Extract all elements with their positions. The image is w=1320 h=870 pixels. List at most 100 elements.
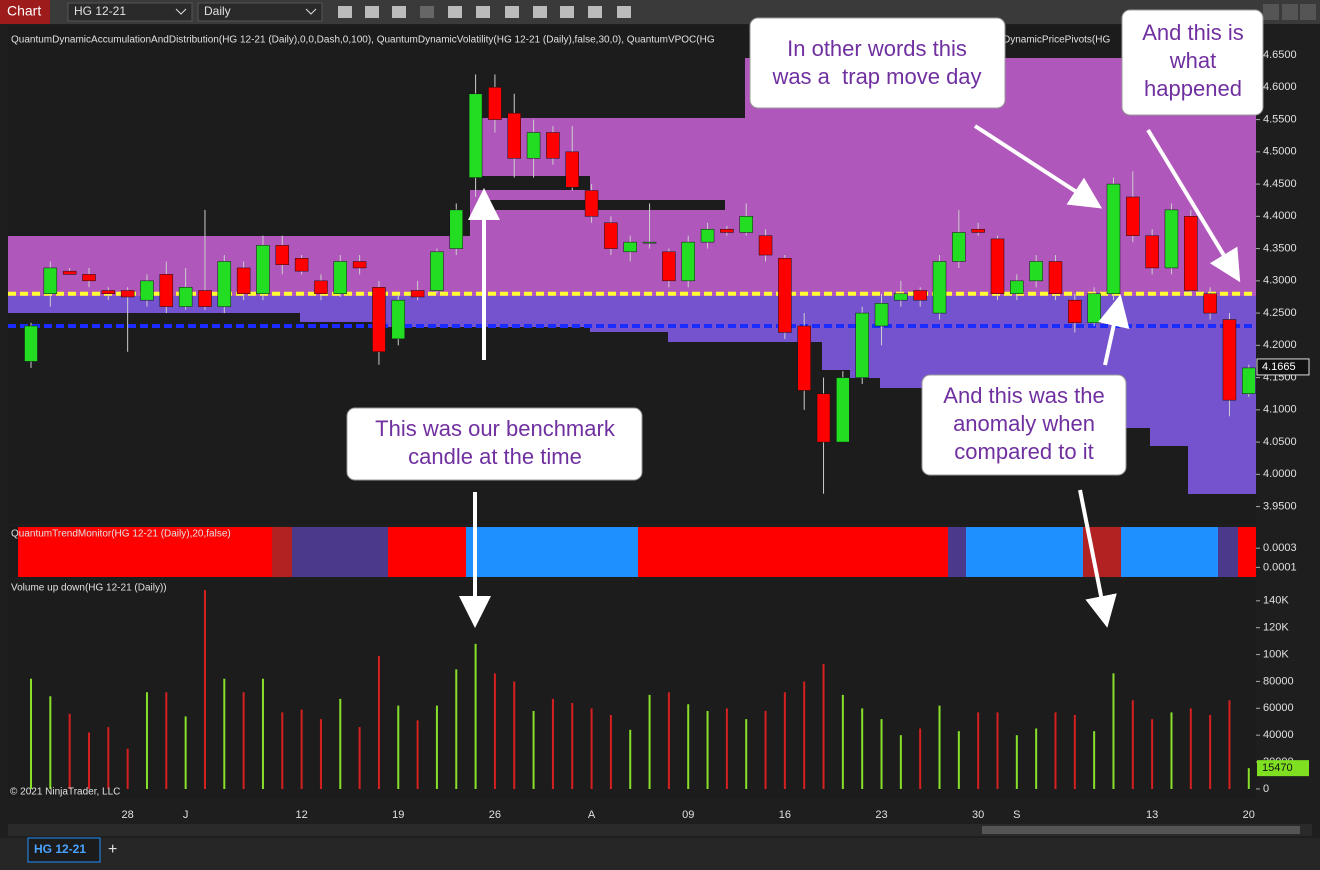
y-tick-label: 120K — [1263, 622, 1289, 634]
candle-body — [24, 325, 38, 362]
x-tick-label: 28 — [122, 809, 134, 821]
candle-body — [468, 93, 483, 178]
profile-lower — [8, 296, 1256, 494]
candle-body — [604, 222, 618, 249]
last-volume-box — [1257, 760, 1309, 777]
y-tick-label: 140K — [1263, 595, 1289, 607]
tab-bar — [0, 838, 1320, 870]
candle-body — [314, 280, 328, 294]
y-tick-label: 4.3500 — [1263, 242, 1297, 254]
y-tick-label: 4.4000 — [1263, 210, 1297, 222]
candle-body — [623, 241, 637, 253]
candle-body — [720, 228, 734, 233]
y-tick-label: 4.6000 — [1263, 81, 1297, 93]
candle-body — [971, 228, 985, 233]
last-price-box — [1256, 358, 1310, 376]
y-tick-label: 4.5000 — [1263, 146, 1297, 158]
candle-body — [120, 290, 135, 298]
candle-body — [1203, 293, 1217, 314]
profile-upper — [8, 58, 1256, 296]
candle-body — [990, 238, 1005, 294]
dropdown-arrow — [175, 8, 187, 15]
y-tick-label: 100K — [1263, 648, 1289, 660]
x-tick-label: 12 — [295, 809, 307, 821]
candle-body — [140, 280, 154, 301]
last-volume-label: 15470 — [1262, 762, 1293, 774]
x-tick-label: 19 — [392, 809, 404, 821]
x-tick-label: 26 — [489, 809, 501, 821]
y-tick-label: 0 — [1263, 783, 1269, 795]
annotation-text: compared to it — [954, 439, 1093, 464]
volume-panel-title: Volume up down(HG 12-21 (Daily)) — [11, 583, 167, 594]
y-tick-label: 4.2000 — [1263, 339, 1297, 351]
instrument-label: HG 12-21 — [74, 4, 126, 18]
candle-body — [874, 303, 889, 327]
y-tick-label: 4.3000 — [1263, 275, 1297, 287]
candle-body — [507, 112, 521, 159]
candle-body — [391, 299, 406, 340]
scroll-thumb[interactable] — [982, 826, 1300, 834]
annotation-text: was a trap move day — [771, 64, 981, 89]
candle-body — [816, 393, 831, 443]
candle-body — [1068, 299, 1082, 324]
profile-gap — [490, 200, 725, 214]
candle-body — [642, 241, 657, 244]
candle-body — [797, 325, 811, 391]
profile-gap — [470, 176, 590, 190]
add-tab[interactable]: + — [108, 841, 117, 858]
x-tick-label: 23 — [875, 809, 887, 821]
y-tick-label: 60000 — [1263, 702, 1294, 714]
chart-tab[interactable] — [27, 837, 101, 863]
candle-body — [855, 312, 869, 378]
copyright: © 2021 NinjaTrader, LLC — [10, 787, 120, 798]
y-tick-label: 4.4500 — [1263, 178, 1297, 190]
y-tick-label: 80000 — [1263, 675, 1294, 687]
price-panel-title-part: DynamicPricePivots(HG — [1003, 35, 1110, 46]
candle-body — [526, 132, 541, 159]
candle-body — [256, 245, 270, 294]
instrument-select[interactable] — [67, 2, 193, 22]
period-select[interactable] — [197, 2, 323, 22]
chart-menu-label: Chart — [7, 3, 41, 19]
candle-body — [565, 151, 579, 188]
volume-panel — [8, 580, 1256, 798]
candle-body — [275, 245, 290, 265]
chart-menu[interactable] — [0, 0, 50, 24]
dropdown-arrow — [305, 8, 317, 15]
candle-body — [932, 261, 947, 314]
x-tick-label: A — [588, 809, 596, 821]
candle-body — [1222, 319, 1237, 401]
candle-body — [82, 274, 96, 282]
x-tick-label: 09 — [682, 809, 694, 821]
candle-body — [1145, 235, 1159, 269]
annotation-box — [749, 17, 1006, 109]
annotation-text: anomaly when — [953, 411, 1095, 436]
toolbar-icons[interactable] — [338, 4, 1316, 20]
candle-body — [333, 261, 348, 294]
annotation-text: happened — [1144, 76, 1242, 101]
candle-body — [449, 209, 464, 249]
y-tick-label: 4.0000 — [1263, 468, 1297, 480]
y-tick-label: 4.0500 — [1263, 436, 1297, 448]
candle-body — [546, 132, 560, 159]
x-tick-label: 16 — [779, 809, 791, 821]
y-tick-label: 40000 — [1263, 729, 1294, 741]
trend-panel-title: QuantumTrendMonitor(HG 12-21 (Daily),20,… — [11, 529, 231, 540]
candle-body — [1010, 280, 1024, 294]
annotation-text: This was our benchmark — [375, 416, 616, 441]
y-tick-label: 4.5500 — [1263, 113, 1297, 125]
candle-body — [1106, 183, 1121, 294]
candle-body — [410, 290, 425, 298]
candle-body — [430, 251, 444, 291]
candle-body — [681, 241, 695, 282]
y-tick-label: 0.0001 — [1263, 561, 1297, 573]
candle-body — [700, 228, 715, 243]
candle-body — [913, 290, 927, 301]
annotation-text: candle at the time — [408, 444, 582, 469]
candle-body — [836, 377, 850, 443]
price-panel-title: QuantumDynamicAccumulationAndDistributio… — [11, 35, 715, 46]
trend-bands — [18, 527, 1256, 577]
period-label: Daily — [204, 4, 231, 18]
x-tick-label: 30 — [972, 809, 984, 821]
